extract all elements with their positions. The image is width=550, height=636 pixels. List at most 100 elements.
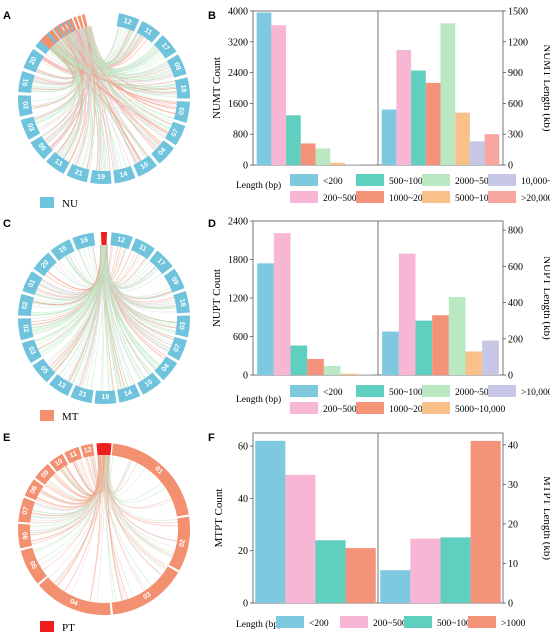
bar-length-B-6 bbox=[469, 141, 485, 165]
chord-link bbox=[83, 27, 111, 171]
chord-link bbox=[51, 39, 81, 150]
chord-segment-label-C-19: 15 bbox=[58, 245, 68, 255]
legend-label-D-0: <200 bbox=[323, 388, 343, 398]
chord-segment-label-C-5: 03 bbox=[179, 322, 187, 331]
chord-segment-A-3 bbox=[166, 54, 187, 78]
chord-segment-label-E-9: 10 bbox=[54, 458, 64, 468]
bar-length-B-3 bbox=[425, 82, 441, 165]
panel-label-E: E bbox=[3, 432, 10, 444]
chord-segment-label-E-1: 02 bbox=[179, 539, 187, 548]
chord-links-A bbox=[31, 26, 177, 172]
legend-label-B-5: 1000~2000 bbox=[389, 194, 432, 204]
legend-label-C: MT bbox=[62, 411, 79, 423]
chord-link bbox=[72, 30, 133, 65]
right-tick-B-0: 0 bbox=[508, 161, 513, 172]
chord-segment-C-6 bbox=[167, 336, 188, 361]
chord-source-block-A-5 bbox=[64, 20, 74, 33]
legend-label-B-1: 500~1000 bbox=[389, 177, 428, 187]
left-tick-D-3: 1800 bbox=[228, 255, 248, 266]
bar-count-D-4 bbox=[323, 366, 341, 375]
chord-link bbox=[85, 27, 142, 66]
y-axis-label-right-B: NUMT Length (kb) bbox=[541, 44, 550, 132]
panel-label-D: D bbox=[208, 218, 216, 230]
bar-length-D-5 bbox=[465, 351, 483, 375]
y-axis-label-left-F: MTPT Count bbox=[213, 489, 225, 548]
chord-segment-label-E-10: 11 bbox=[69, 450, 79, 459]
chord-segment-label-E-4: 05 bbox=[28, 560, 38, 570]
chord-segment-C-4 bbox=[173, 290, 190, 314]
bar-count-D-3 bbox=[307, 358, 324, 375]
chord-links-C bbox=[30, 244, 177, 391]
chord-segment-label-A-1: 11 bbox=[143, 27, 153, 37]
chord-source-block-A-7 bbox=[73, 16, 81, 30]
chord-link bbox=[102, 244, 136, 385]
chord-segment-label-A-12: 13 bbox=[53, 158, 63, 168]
chord-segment-E-10 bbox=[64, 446, 83, 464]
legend-swatch-D-0 bbox=[290, 385, 318, 397]
bar-length-B-2 bbox=[411, 70, 426, 165]
legend-label-B-6: 5000~10,000 bbox=[455, 194, 506, 204]
bar-panel-D: D 0 600 1200 1800 2400 0 200 400 600 800 NUPT Count… bbox=[208, 217, 550, 416]
chord-segment-E-7 bbox=[24, 479, 44, 501]
left-tick-B-5: 4000 bbox=[228, 7, 248, 18]
legend-swatch-F-0 bbox=[276, 616, 304, 628]
legend-swatch-B-6 bbox=[422, 191, 450, 203]
left-tick-B-2: 1600 bbox=[228, 99, 248, 110]
chord-segment-E-2 bbox=[111, 566, 179, 615]
chord-link bbox=[89, 26, 172, 78]
chord-link bbox=[101, 245, 129, 388]
chord-segment-label-C-2: 17 bbox=[156, 257, 167, 268]
chord-source-block-A-0 bbox=[40, 34, 56, 50]
panel-label-B: B bbox=[208, 10, 216, 22]
left-tick-B-3: 2400 bbox=[228, 68, 248, 79]
left-tick-B-1: 800 bbox=[233, 130, 248, 141]
left-tick-D-2: 1200 bbox=[228, 294, 248, 305]
bar-length-B-1 bbox=[396, 50, 412, 165]
chord-segment-label-A-15: 02 bbox=[21, 101, 29, 110]
chord-segment-C-7 bbox=[154, 356, 178, 381]
chord-segment-label-C-1: 11 bbox=[138, 244, 148, 254]
chord-segment-label-E-6: 07 bbox=[22, 506, 31, 515]
chord-link bbox=[51, 47, 141, 162]
chord-panel-C: C121117091803070410141921130503020201201… bbox=[3, 218, 190, 423]
right-tick-D-1: 200 bbox=[508, 334, 523, 345]
left-tick-F-2: 40 bbox=[238, 494, 248, 505]
right-tick-F-3: 30 bbox=[508, 480, 518, 491]
chord-link bbox=[68, 33, 90, 167]
chord-segment-C-9 bbox=[117, 384, 141, 403]
chord-segment-E-1 bbox=[168, 516, 190, 571]
chord-segment-label-A-0: 12 bbox=[123, 18, 133, 27]
chord-segment-A-17 bbox=[23, 48, 45, 73]
chord-segment-A-10 bbox=[90, 170, 112, 184]
chord-segment-label-A-13: 05 bbox=[36, 142, 46, 153]
legend-swatch-F-3 bbox=[468, 616, 496, 628]
chord-link bbox=[66, 35, 177, 105]
chord-segment-label-C-10: 19 bbox=[101, 394, 109, 401]
chord-link bbox=[49, 48, 93, 170]
chord-segment-C-12 bbox=[49, 374, 74, 396]
chord-segment-label-C-13: 05 bbox=[39, 365, 49, 376]
legend-swatch-A bbox=[40, 197, 54, 208]
legend-label-B-0: <200 bbox=[323, 177, 343, 187]
legend-swatch-D-2 bbox=[422, 385, 450, 397]
chord-link bbox=[55, 42, 109, 171]
legend-swatch-D-3 bbox=[488, 385, 516, 397]
chord-link bbox=[75, 28, 92, 166]
chord-source-block-C-0 bbox=[100, 231, 108, 246]
chord-segment-label-C-17: 01 bbox=[28, 278, 38, 288]
chord-link bbox=[30, 455, 104, 524]
bar-length-D-0 bbox=[382, 331, 399, 375]
chord-segment-C-13 bbox=[32, 358, 56, 383]
chord-segment-label-A-8: 10 bbox=[140, 161, 150, 171]
chord-segment-label-C-9: 14 bbox=[123, 389, 133, 398]
bar-count-F-0 bbox=[255, 440, 286, 603]
bar-count-F-2 bbox=[315, 540, 346, 603]
legend-swatch-B-4 bbox=[290, 191, 318, 203]
chord-link bbox=[41, 47, 76, 137]
chord-segment-label-E-0: 01 bbox=[153, 465, 164, 476]
legend-label-D-4: 200~500 bbox=[323, 405, 357, 415]
right-tick-F-4: 40 bbox=[508, 440, 518, 451]
bar-length-D-6 bbox=[482, 340, 499, 375]
chord-link bbox=[69, 33, 162, 72]
